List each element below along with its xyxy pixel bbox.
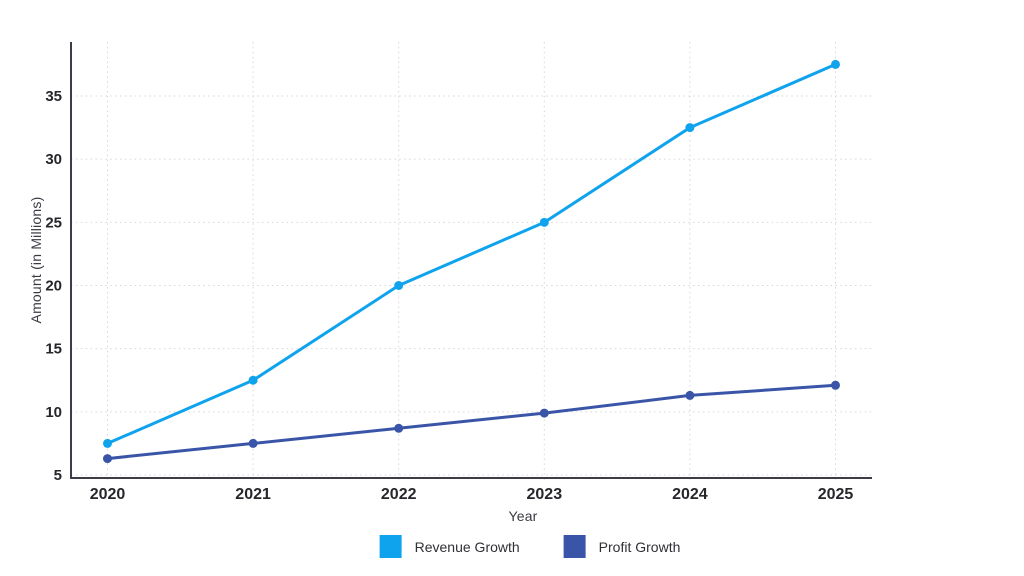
revenue-growth-swatch-icon bbox=[379, 535, 402, 558]
x-tick-label: 2020 bbox=[90, 486, 126, 503]
y-tick-label: 20 bbox=[45, 278, 62, 295]
profit-growth-point bbox=[685, 390, 695, 400]
x-axis-title: Year bbox=[508, 508, 538, 524]
revenue-growth-point bbox=[394, 281, 404, 291]
y-tick-label: 25 bbox=[45, 214, 62, 231]
revenue-growth-point bbox=[103, 438, 112, 448]
x-tick-label: 2023 bbox=[527, 486, 563, 503]
x-tick-label: 2021 bbox=[235, 486, 271, 503]
revenue-growth-line bbox=[106, 62, 837, 445]
profit-growth-point bbox=[248, 438, 258, 448]
x-tick-label: 2022 bbox=[381, 486, 417, 503]
legend: Revenue Growth Profit Growth bbox=[379, 535, 681, 558]
x-tick-label: 2025 bbox=[818, 486, 854, 503]
revenue-growth-point bbox=[539, 217, 549, 227]
y-tick-label: 35 bbox=[45, 88, 62, 105]
profit-growth-swatch-icon bbox=[563, 535, 586, 558]
profit-growth-point bbox=[539, 408, 549, 418]
x-tick-label: 2024 bbox=[672, 486, 708, 503]
profit-growth-point bbox=[394, 423, 404, 433]
profit-growth-point bbox=[831, 380, 840, 390]
profit-growth-point bbox=[103, 454, 112, 464]
y-tick-label: 15 bbox=[45, 341, 62, 358]
y-axis-title: Amount (in Millions) bbox=[28, 196, 44, 324]
revenue-growth-point bbox=[248, 375, 258, 385]
legend-item-profit-growth: Profit Growth bbox=[563, 535, 681, 558]
legend-item-revenue-growth: Revenue Growth bbox=[379, 535, 520, 558]
revenue-growth-point bbox=[685, 123, 695, 133]
profit-growth-line bbox=[106, 383, 837, 461]
y-tick-label: 10 bbox=[45, 404, 62, 421]
legend-label-revenue-growth: Revenue Growth bbox=[414, 538, 520, 555]
y-tick-label: 5 bbox=[54, 467, 62, 484]
y-tick-label: 30 bbox=[45, 151, 62, 168]
legend-label-profit-growth: Profit Growth bbox=[598, 538, 681, 555]
revenue-growth-point bbox=[831, 59, 840, 69]
